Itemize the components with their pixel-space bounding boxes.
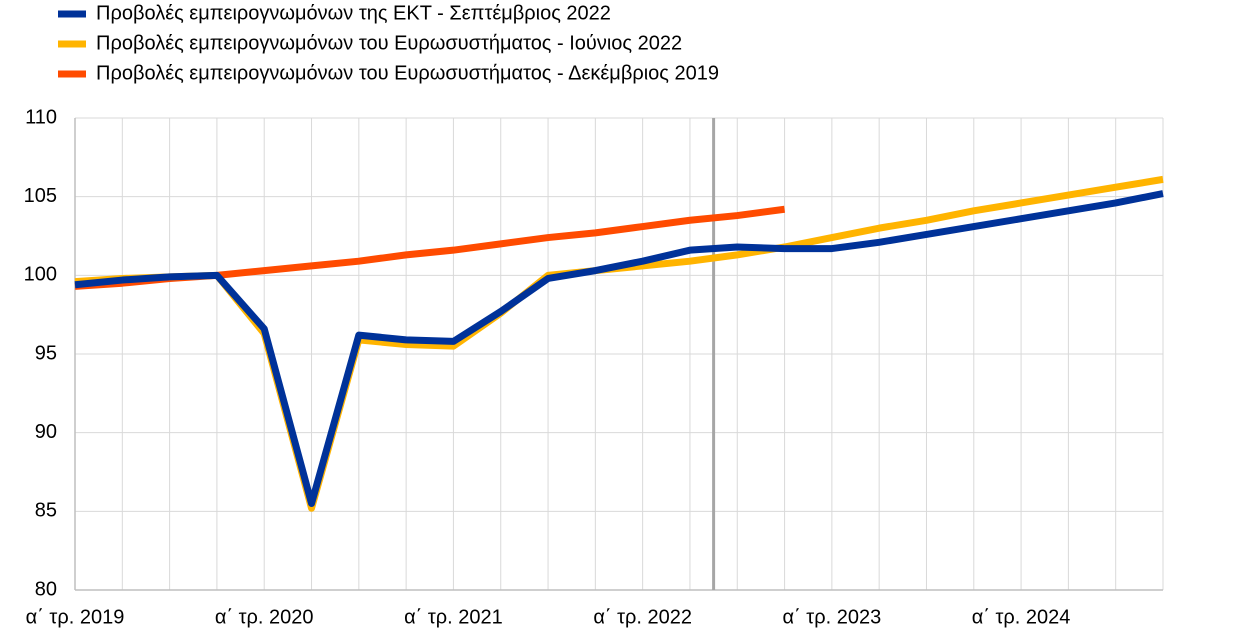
x-tick-label: α΄ τρ. 2020	[215, 606, 314, 628]
legend-label: Προβολές εμπειρογνωμόνων του Ευρωσυστήμα…	[96, 62, 719, 84]
y-tick-label: 80	[35, 578, 57, 600]
y-tick-label: 95	[35, 342, 57, 364]
y-tick-label: 100	[24, 264, 57, 286]
y-tick-label: 85	[35, 500, 57, 522]
x-tick-label: α΄ τρ. 2019	[26, 606, 125, 628]
series-line	[74, 190, 1164, 507]
legend-label: Προβολές εμπειρογνωμόνων του Ευρωσυστήμα…	[96, 32, 682, 54]
x-tick-label: α΄ τρ. 2021	[404, 606, 503, 628]
y-tick-label: 105	[24, 185, 57, 207]
x-tick-label: α΄ τρ. 2024	[972, 606, 1071, 628]
x-tick-label: α΄ τρ. 2022	[593, 606, 692, 628]
y-tick-label: 110	[25, 106, 57, 128]
y-tick-label: 90	[35, 421, 57, 443]
legend-label: Προβολές εμπειρογνωμόνων της ΕΚΤ - Σεπτέ…	[96, 2, 611, 24]
x-tick-label: α΄ τρ. 2023	[783, 606, 882, 628]
